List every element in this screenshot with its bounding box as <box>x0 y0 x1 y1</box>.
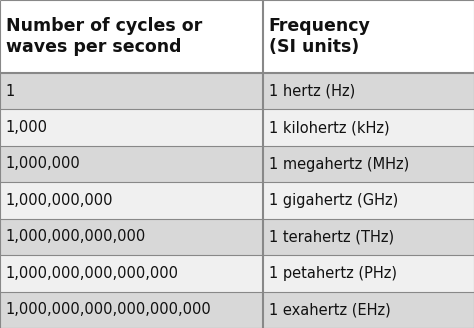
Text: 1 petahertz (PHz): 1 petahertz (PHz) <box>269 266 397 281</box>
Bar <box>263 255 474 292</box>
Text: Frequency
(SI units): Frequency (SI units) <box>269 17 371 56</box>
Bar <box>0 0 263 73</box>
Bar <box>263 146 474 182</box>
Text: 1,000,000: 1,000,000 <box>6 156 81 172</box>
Bar <box>263 0 474 73</box>
Text: 1,000,000,000,000: 1,000,000,000,000 <box>6 229 146 244</box>
Bar <box>0 182 263 219</box>
Bar <box>0 292 263 328</box>
Text: 1 gigahertz (GHz): 1 gigahertz (GHz) <box>269 193 398 208</box>
Bar <box>0 73 263 109</box>
Text: 1,000,000,000,000,000,000: 1,000,000,000,000,000,000 <box>6 302 211 317</box>
Bar <box>0 146 263 182</box>
Bar <box>0 255 263 292</box>
Bar <box>263 219 474 255</box>
Bar <box>263 109 474 146</box>
Text: 1 exahertz (EHz): 1 exahertz (EHz) <box>269 302 391 317</box>
Text: 1 hertz (Hz): 1 hertz (Hz) <box>269 84 355 99</box>
Text: 1 megahertz (MHz): 1 megahertz (MHz) <box>269 156 409 172</box>
Bar <box>263 292 474 328</box>
Text: 1,000,000,000: 1,000,000,000 <box>6 193 113 208</box>
Text: 1,000,000,000,000,000: 1,000,000,000,000,000 <box>6 266 179 281</box>
Bar <box>0 219 263 255</box>
Text: 1,000: 1,000 <box>6 120 48 135</box>
Bar <box>0 109 263 146</box>
Bar <box>263 182 474 219</box>
Text: 1 kilohertz (kHz): 1 kilohertz (kHz) <box>269 120 389 135</box>
Text: 1 terahertz (THz): 1 terahertz (THz) <box>269 229 394 244</box>
Bar <box>263 73 474 109</box>
Text: Number of cycles or
waves per second: Number of cycles or waves per second <box>6 17 202 56</box>
Text: 1: 1 <box>6 84 15 99</box>
